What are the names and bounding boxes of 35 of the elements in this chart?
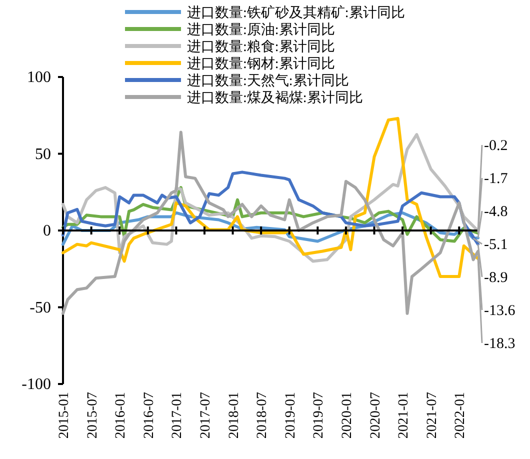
legend-label: 进口数量:铁矿砂及其精矿:累计同比 xyxy=(187,5,405,21)
line-series xyxy=(62,170,480,246)
y-tick-label: 100 xyxy=(27,69,51,86)
y-tick-label: -100 xyxy=(22,376,51,393)
y-tick-label: 0 xyxy=(43,222,51,240)
annotation: -4.8 xyxy=(484,204,508,220)
x-tick-label: 2017-07 xyxy=(198,392,214,439)
y-tick-label: -50 xyxy=(30,299,51,316)
line-series xyxy=(62,116,480,278)
annotation: -18.3 xyxy=(484,336,516,352)
x-tick-label: 2021-07 xyxy=(424,392,440,439)
x-tick-label: 2019-01 xyxy=(283,392,298,439)
y-tick-label: 50 xyxy=(35,146,51,163)
legend-label: 进口数量:钢材:累计同比 xyxy=(187,56,335,72)
legend-label: 进口数量:煤及褐煤:累计同比 xyxy=(187,90,363,106)
x-tick-label: 2018-01 xyxy=(226,392,242,439)
x-tick-label: 2015-07 xyxy=(85,392,100,439)
x-tick-label: 2021-01 xyxy=(396,392,412,439)
x-tick-label: 2018-07 xyxy=(255,392,270,439)
legend-label: 进口数量:粮食:累计同比 xyxy=(187,39,335,55)
x-tick-label: 2022-01 xyxy=(453,392,468,439)
legend-label: 进口数量:天然气:累计同比 xyxy=(187,73,349,89)
x-tick-label: 2020-07 xyxy=(368,392,384,439)
x-tick-label: 2020-01 xyxy=(340,392,355,439)
annotation: -8.9 xyxy=(484,270,508,286)
annotation: -1.7 xyxy=(484,171,508,187)
annotation: -5.1 xyxy=(484,237,508,253)
x-tick-label: 2016-01 xyxy=(114,392,129,439)
annotation: -0.2 xyxy=(484,138,508,154)
x-tick-label: 2019-07 xyxy=(312,392,327,439)
x-tick-label: 2017-01 xyxy=(170,392,186,439)
annotation: -13.6 xyxy=(484,303,516,319)
legend-label: 进口数量:原油:累计同比 xyxy=(187,22,335,38)
x-tick-label: 2016-07 xyxy=(142,392,157,439)
x-tick-label: 2015-01 xyxy=(57,392,72,439)
